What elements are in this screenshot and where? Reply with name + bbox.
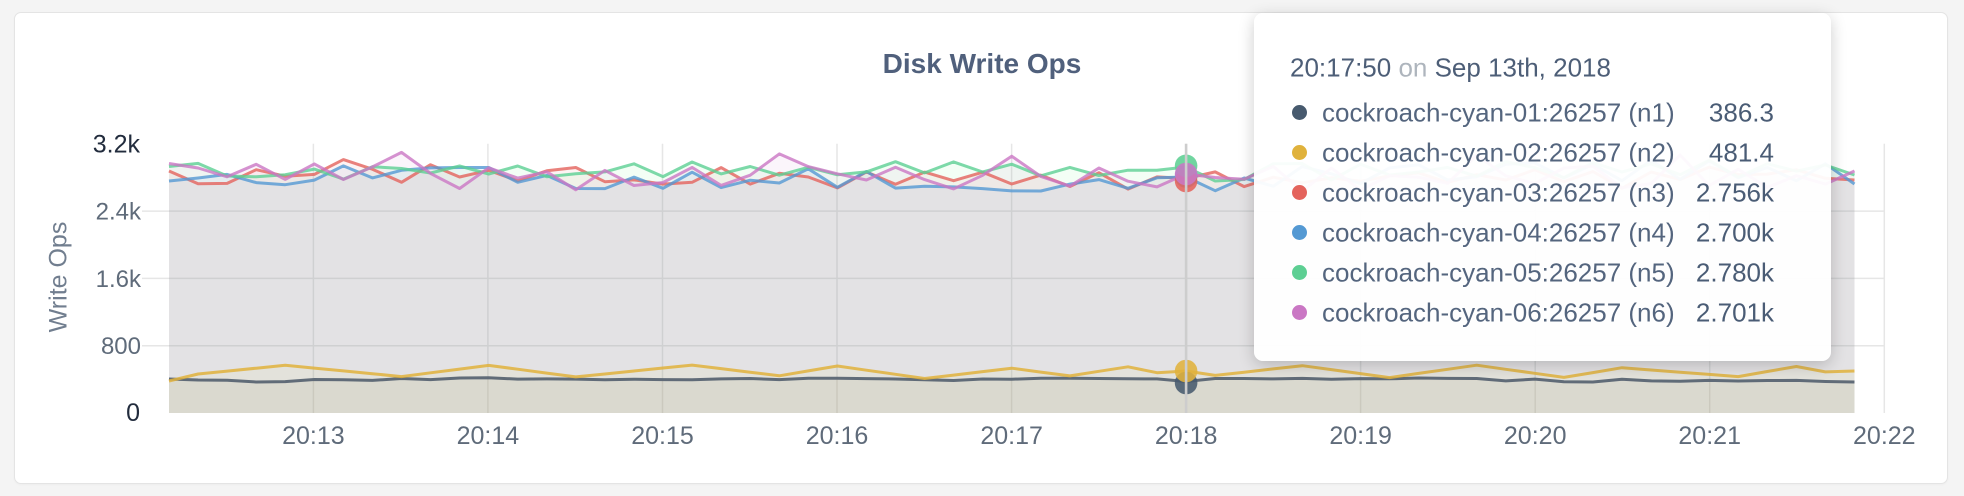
svg-text:800: 800	[101, 333, 141, 360]
svg-text:20:21: 20:21	[1678, 422, 1741, 450]
svg-text:0: 0	[126, 399, 140, 427]
svg-text:20:15: 20:15	[631, 422, 694, 450]
svg-text:1.6k: 1.6k	[96, 266, 142, 293]
svg-text:20:22: 20:22	[1853, 422, 1916, 450]
svg-text:20:18: 20:18	[1155, 422, 1218, 450]
svg-text:20:16: 20:16	[806, 422, 869, 450]
svg-text:20:17: 20:17	[980, 422, 1043, 450]
svg-text:2.4k: 2.4k	[96, 199, 142, 226]
svg-text:20:13: 20:13	[282, 422, 345, 450]
svg-text:20:19: 20:19	[1329, 422, 1392, 450]
svg-text:20:20: 20:20	[1504, 422, 1567, 450]
svg-text:3.2k: 3.2k	[93, 130, 141, 158]
svg-text:20:14: 20:14	[457, 422, 520, 450]
